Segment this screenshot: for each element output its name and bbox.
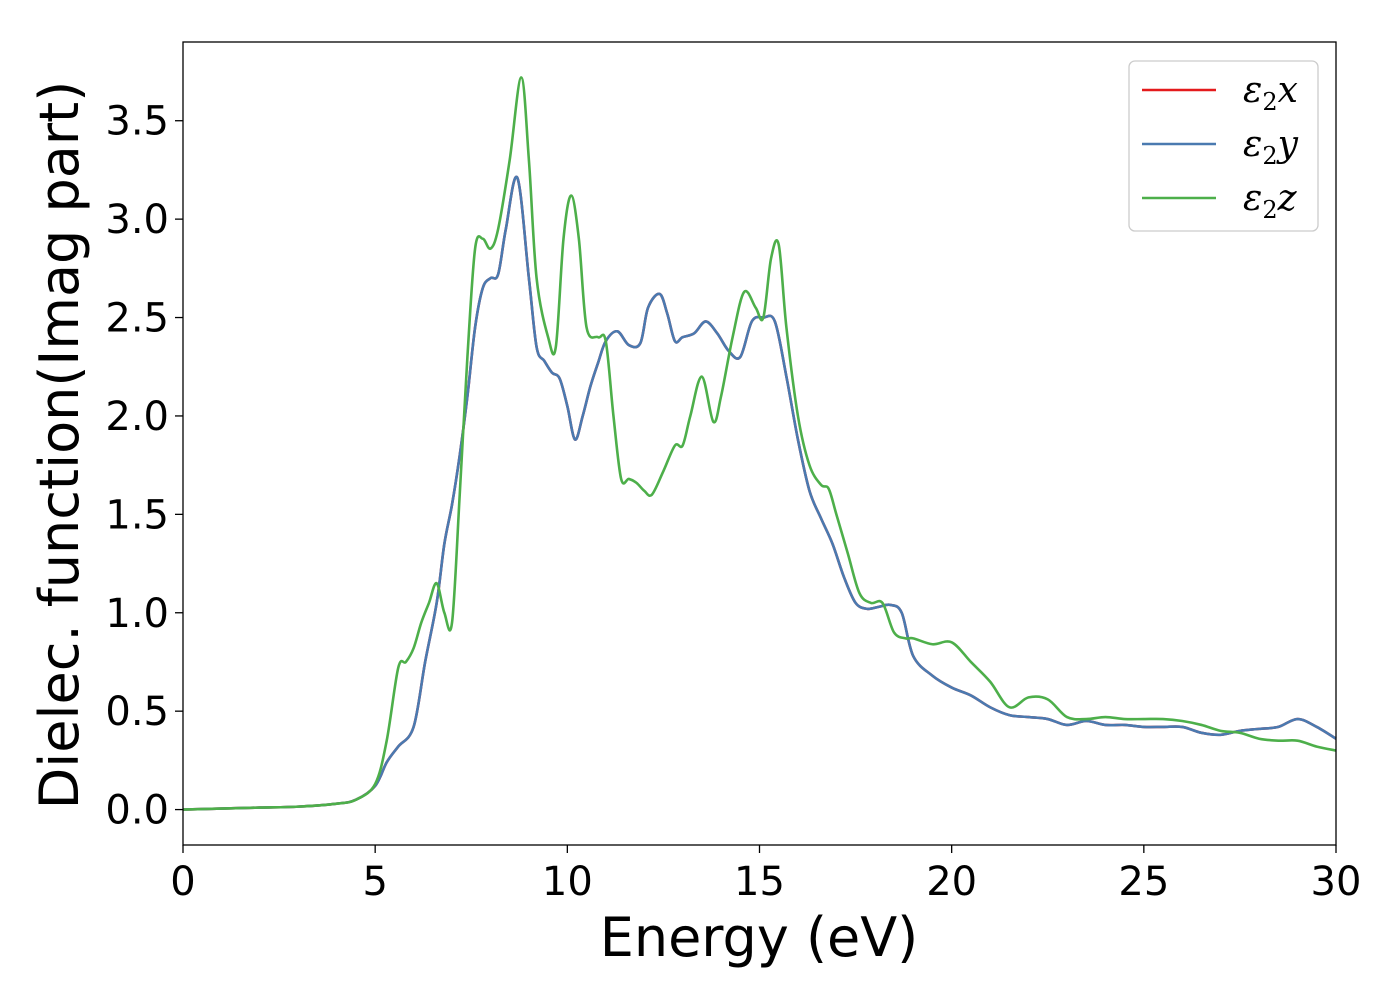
legend-label-y: ε2y bbox=[1243, 124, 1299, 170]
x-tick-label: 10 bbox=[542, 859, 593, 905]
y-tick-label: 1.0 bbox=[105, 591, 169, 637]
x-axis-title: Energy (eV) bbox=[600, 906, 919, 969]
y-tick-label: 3.5 bbox=[105, 99, 169, 145]
y-axis-ticks: 0.0 0.5 1.0 1.5 2.0 2.5 3.0 3.5 bbox=[105, 99, 183, 834]
x-tick-label: 5 bbox=[362, 859, 387, 905]
x-tick-label: 0 bbox=[170, 859, 195, 905]
legend: ε2x ε2y ε2z bbox=[1128, 60, 1319, 232]
x-tick-label: 15 bbox=[734, 859, 785, 905]
y-tick-label: 2.5 bbox=[105, 296, 169, 342]
x-axis-ticks: 0 5 10 15 20 25 30 bbox=[170, 845, 1361, 905]
x-tick-label: 20 bbox=[926, 859, 977, 905]
y-tick-label: 1.5 bbox=[105, 492, 169, 538]
x-tick-label: 30 bbox=[1311, 859, 1362, 905]
series-layer bbox=[182, 76, 1337, 811]
y-tick-label: 2.0 bbox=[105, 394, 169, 440]
series-line-z bbox=[182, 76, 1337, 811]
y-axis-title: Dielec. function(Imag part) bbox=[28, 81, 91, 810]
series-line-y bbox=[182, 175, 1337, 811]
legend-label-x: ε2x bbox=[1243, 70, 1298, 116]
x-tick-label: 25 bbox=[1118, 859, 1169, 905]
legend-box bbox=[1128, 60, 1319, 232]
legend-label-z: ε2z bbox=[1243, 178, 1298, 224]
y-tick-label: 0.5 bbox=[105, 689, 169, 735]
y-tick-label: 0.0 bbox=[105, 788, 169, 834]
y-tick-label: 3.0 bbox=[105, 197, 169, 243]
